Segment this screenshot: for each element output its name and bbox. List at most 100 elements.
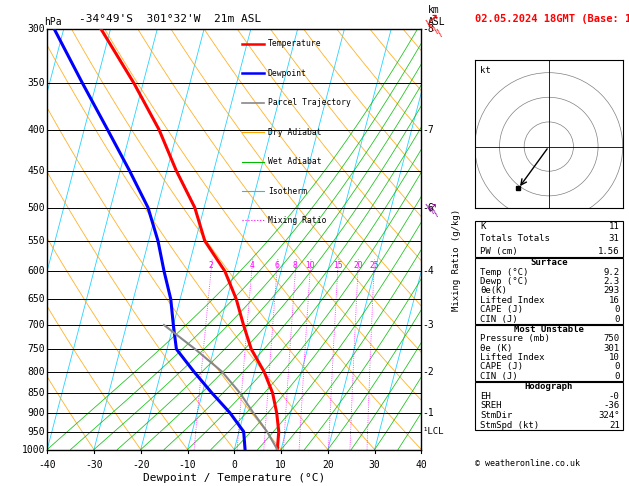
Text: 650: 650 — [28, 294, 45, 304]
Text: CAPE (J): CAPE (J) — [480, 305, 523, 314]
Text: -30: -30 — [85, 460, 103, 470]
Text: 293: 293 — [603, 286, 620, 295]
Text: Dry Adiabat: Dry Adiabat — [268, 128, 321, 137]
Text: Dewpoint: Dewpoint — [268, 69, 307, 78]
Text: Surface: Surface — [530, 259, 567, 267]
Text: -3: -3 — [422, 320, 434, 330]
Text: Dewpoint / Temperature (°C): Dewpoint / Temperature (°C) — [143, 473, 325, 483]
Text: 450: 450 — [28, 166, 45, 176]
Text: 20: 20 — [353, 261, 363, 270]
Text: Most Unstable: Most Unstable — [514, 325, 584, 334]
Text: 10: 10 — [276, 460, 287, 470]
Text: θe(K): θe(K) — [480, 286, 507, 295]
Text: 800: 800 — [28, 366, 45, 377]
Text: /: / — [425, 203, 433, 212]
Text: /: / — [428, 22, 437, 32]
Text: 900: 900 — [28, 408, 45, 418]
Text: 10: 10 — [305, 261, 315, 270]
Text: 600: 600 — [28, 266, 45, 276]
Text: 0: 0 — [231, 460, 237, 470]
Text: 1000: 1000 — [22, 445, 45, 454]
Text: 350: 350 — [28, 78, 45, 88]
Text: hPa: hPa — [44, 17, 62, 27]
Text: 750: 750 — [603, 334, 620, 343]
Text: Pressure (mb): Pressure (mb) — [480, 334, 550, 343]
Text: 0: 0 — [614, 371, 620, 381]
Text: 10: 10 — [609, 353, 620, 362]
Text: 2.3: 2.3 — [603, 277, 620, 286]
Text: Hodograph: Hodograph — [525, 382, 573, 391]
Text: 21: 21 — [609, 421, 620, 430]
Text: 0: 0 — [614, 314, 620, 324]
Text: StmSpd (kt): StmSpd (kt) — [480, 421, 539, 430]
Text: 550: 550 — [28, 236, 45, 246]
Text: -1: -1 — [422, 408, 434, 418]
Text: 40: 40 — [416, 460, 427, 470]
Text: -10: -10 — [179, 460, 196, 470]
Text: Lifted Index: Lifted Index — [480, 296, 545, 305]
Text: 850: 850 — [28, 388, 45, 398]
Text: -36: -36 — [603, 401, 620, 411]
Text: 20: 20 — [322, 460, 334, 470]
Text: 324°: 324° — [598, 411, 620, 420]
Text: $\nearrow$: $\nearrow$ — [425, 203, 437, 212]
Text: -6: -6 — [422, 203, 434, 212]
Text: CIN (J): CIN (J) — [480, 314, 518, 324]
Text: 0: 0 — [614, 305, 620, 314]
Text: 400: 400 — [28, 124, 45, 135]
Text: -0: -0 — [609, 392, 620, 401]
Text: -2: -2 — [422, 366, 434, 377]
Text: SREH: SREH — [480, 401, 501, 411]
Text: ¹LCL: ¹LCL — [422, 427, 443, 436]
Text: EH: EH — [480, 392, 491, 401]
Text: Temperature: Temperature — [268, 39, 321, 49]
Text: -4: -4 — [422, 266, 434, 276]
Text: CIN (J): CIN (J) — [480, 371, 518, 381]
Text: 31: 31 — [609, 234, 620, 243]
Text: PW (cm): PW (cm) — [480, 246, 518, 256]
Text: Totals Totals: Totals Totals — [480, 234, 550, 243]
Text: /: / — [428, 206, 437, 215]
Text: 750: 750 — [28, 344, 45, 354]
Text: Temp (°C): Temp (°C) — [480, 268, 528, 277]
Text: 6: 6 — [274, 261, 279, 270]
Text: 9.2: 9.2 — [603, 268, 620, 277]
Text: © weatheronline.co.uk: © weatheronline.co.uk — [475, 459, 580, 469]
Text: 301: 301 — [603, 344, 620, 352]
Text: $\nearrow$: $\nearrow$ — [424, 13, 438, 26]
Text: 1.56: 1.56 — [598, 246, 620, 256]
Text: 300: 300 — [28, 24, 45, 34]
Text: Mixing Ratio: Mixing Ratio — [268, 216, 326, 225]
Text: -20: -20 — [132, 460, 150, 470]
Text: 500: 500 — [28, 203, 45, 212]
Text: 700: 700 — [28, 320, 45, 330]
Text: 30: 30 — [369, 460, 381, 470]
Text: -8: -8 — [422, 24, 434, 34]
Text: /: / — [432, 25, 441, 35]
Text: StmDir: StmDir — [480, 411, 512, 420]
Text: /: / — [436, 28, 445, 38]
Text: K: K — [480, 222, 486, 231]
Text: 0: 0 — [614, 362, 620, 371]
Text: kt: kt — [480, 66, 491, 75]
Text: Dewp (°C): Dewp (°C) — [480, 277, 528, 286]
Text: -34°49'S  301°32'W  21m ASL: -34°49'S 301°32'W 21m ASL — [79, 14, 261, 24]
Text: /: / — [432, 208, 441, 218]
Text: Isotherm: Isotherm — [268, 187, 307, 195]
Text: 8: 8 — [293, 261, 298, 270]
Text: Parcel Trajectory: Parcel Trajectory — [268, 98, 351, 107]
Text: 11: 11 — [609, 222, 620, 231]
Text: Mixing Ratio (g/kg): Mixing Ratio (g/kg) — [452, 209, 460, 312]
Text: 950: 950 — [28, 427, 45, 436]
Text: 4: 4 — [249, 261, 254, 270]
Text: /: / — [425, 19, 433, 29]
Text: CAPE (J): CAPE (J) — [480, 362, 523, 371]
Text: -7: -7 — [422, 124, 434, 135]
Text: θe (K): θe (K) — [480, 344, 512, 352]
Text: Wet Adiabat: Wet Adiabat — [268, 157, 321, 166]
Text: -40: -40 — [38, 460, 56, 470]
Text: km
ASL: km ASL — [428, 5, 445, 27]
Text: Lifted Index: Lifted Index — [480, 353, 545, 362]
Text: 25: 25 — [369, 261, 379, 270]
Text: 2: 2 — [209, 261, 213, 270]
